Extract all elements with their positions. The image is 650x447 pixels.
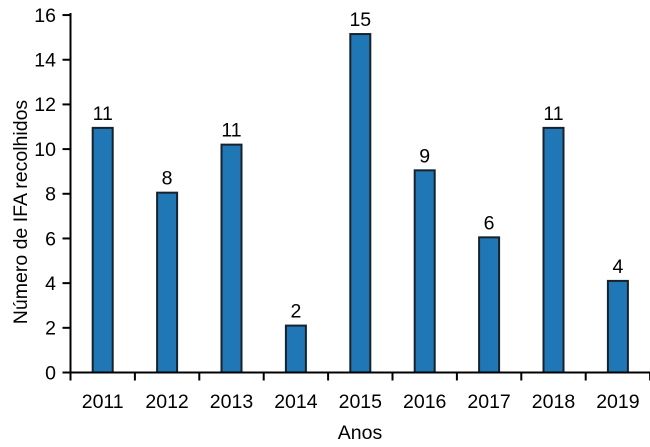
bar-value-label-2012: 8	[162, 168, 173, 190]
y-tick-label-10: 10	[34, 139, 56, 161]
x-tick-label-2012: 2012	[145, 391, 188, 413]
bar-value-label-2015: 15	[349, 9, 371, 31]
y-tick-label-2: 2	[45, 318, 56, 340]
x-tick-label-2015: 2015	[339, 391, 383, 413]
bar-value-label-2017: 6	[484, 212, 495, 234]
bar-2011	[91, 126, 114, 374]
x-axis-title: Anos	[338, 422, 383, 444]
data-labels-group: 11 8 11 2 15 9 6 11 4	[93, 9, 624, 323]
bar-2013	[220, 143, 243, 374]
bar-value-label-2016: 9	[419, 145, 430, 167]
x-tick-label-2016: 2016	[403, 391, 446, 413]
bar-value-label-2019: 4	[612, 256, 623, 278]
y-tick-label-14: 14	[34, 50, 56, 72]
y-axis-ticks: 0 2 4 6 8 10 12 14 16	[34, 5, 71, 384]
y-tick-label-6: 6	[45, 228, 56, 250]
bar-2019	[606, 279, 629, 374]
bar-value-label-2018: 11	[543, 103, 563, 125]
x-tick-label-2011: 2011	[82, 391, 124, 413]
x-axis-category-labels: 2011 2012 2013 2014 2015 2016 2017 2018 2019	[82, 391, 640, 413]
bar-2018	[542, 126, 565, 374]
bar-2017	[478, 236, 501, 374]
y-tick-label-16: 16	[34, 5, 56, 27]
bar-value-label-2014: 2	[290, 301, 301, 323]
x-tick-label-2017: 2017	[467, 391, 510, 413]
x-tick-label-2014: 2014	[274, 391, 318, 413]
y-axis-title: Número de IFA recolhidos	[10, 100, 32, 325]
y-tick-label-0: 0	[45, 362, 56, 384]
bar-2016	[413, 169, 436, 374]
bar-2014	[284, 324, 307, 374]
bar-value-label-2011: 11	[93, 103, 113, 125]
bar-value-label-2013: 11	[221, 120, 241, 142]
y-tick-label-12: 12	[34, 94, 56, 116]
x-axis-ticks	[69, 372, 650, 381]
bars-group	[91, 33, 629, 374]
y-tick-label-4: 4	[45, 273, 56, 295]
bar-2012	[156, 191, 179, 374]
bar-2015	[349, 33, 372, 374]
x-tick-label-2013: 2013	[210, 391, 253, 413]
x-tick-label-2018: 2018	[532, 391, 575, 413]
y-tick-label-8: 8	[45, 184, 56, 206]
x-tick-label-2019: 2019	[596, 391, 639, 413]
